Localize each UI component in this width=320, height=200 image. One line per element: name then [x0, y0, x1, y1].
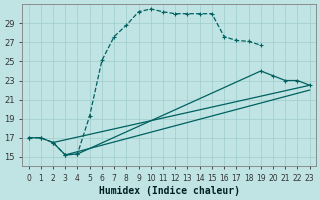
X-axis label: Humidex (Indice chaleur): Humidex (Indice chaleur): [99, 186, 240, 196]
